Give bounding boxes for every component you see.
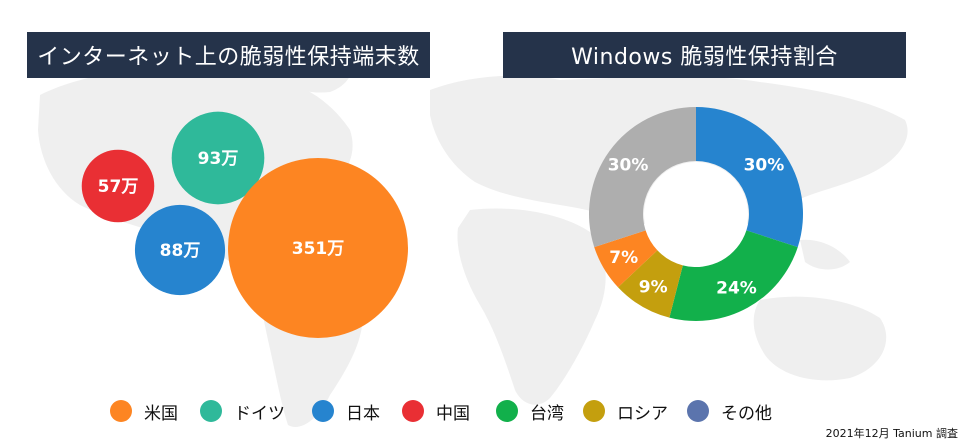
donut-label-米国: 7% <box>609 248 638 268</box>
donut-label-その他: 30% <box>608 156 649 176</box>
bubble-ドイツ <box>171 111 265 205</box>
legend-item: 中国 <box>402 394 470 428</box>
bubble-日本 <box>134 204 226 296</box>
legend-item: ドイツ <box>200 394 285 428</box>
legend-label: 日本 <box>346 403 380 424</box>
legend-item: その他 <box>687 394 772 428</box>
donut-hole <box>644 162 748 266</box>
donut-slice-ロシア <box>618 250 683 318</box>
legend-swatch <box>312 400 334 422</box>
legend-swatch <box>110 400 132 422</box>
donut-label-ロシア: 9% <box>639 277 668 297</box>
source-note: 2021年12月 Tanium 調査 <box>825 427 958 440</box>
donut-label-日本: 30% <box>744 156 785 176</box>
legend-swatch <box>402 400 424 422</box>
legend-label: ドイツ <box>234 403 285 424</box>
chart-legend: 米国 ドイツ 日本 中国 台湾 ロシア その他 <box>0 394 976 428</box>
bubble-中国 <box>81 149 155 223</box>
legend-item: 台湾 <box>496 394 564 428</box>
legend-label: その他 <box>721 403 772 424</box>
bubble-label-ドイツ: 93万 <box>198 149 239 169</box>
legend-item: ロシア <box>583 394 668 428</box>
legend-item: 日本 <box>312 394 380 428</box>
bubble-米国 <box>228 158 408 338</box>
donut-slice-その他 <box>589 107 696 248</box>
legend-item: 米国 <box>110 394 178 428</box>
donut-slice-台湾 <box>669 230 798 321</box>
legend-label: 米国 <box>144 403 178 424</box>
legend-swatch <box>200 400 222 422</box>
bubble-label-米国: 351万 <box>292 239 345 259</box>
legend-swatch <box>687 400 709 422</box>
donut-slice-米国 <box>594 230 658 288</box>
legend-label: ロシア <box>617 403 668 424</box>
legend-swatch <box>583 400 605 422</box>
donut-label-台湾: 24% <box>716 279 757 299</box>
donut-chart-title: Windows 脆弱性保持割合 <box>503 32 906 78</box>
legend-label: 中国 <box>436 403 470 424</box>
legend-swatch <box>496 400 518 422</box>
bubble-label-日本: 88万 <box>160 241 201 261</box>
bubble-chart-title: インターネット上の脆弱性保持端末数 <box>27 32 430 78</box>
legend-label: 台湾 <box>530 403 564 424</box>
donut-slice-日本 <box>696 107 803 248</box>
bubble-label-中国: 57万 <box>98 177 139 197</box>
